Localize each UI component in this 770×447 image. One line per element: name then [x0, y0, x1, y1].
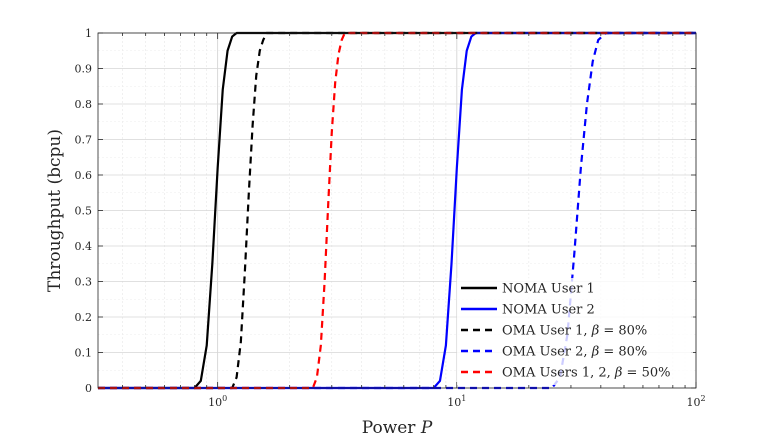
y-tick-label: 0 — [85, 382, 92, 395]
legend-label-5: OMA Users 1, 2, β = 50% — [502, 366, 670, 381]
x-axis-label-main: Power — [362, 418, 421, 438]
series-line-5 — [98, 31, 696, 390]
y-tick-label: 0.1 — [75, 347, 93, 360]
y-tick-label: 0.2 — [75, 311, 93, 324]
legend-label-4: OMA User 2, β = 80% — [502, 345, 647, 360]
x-tick-label: 100 — [208, 394, 227, 409]
y-axis-label: Throughput (bcpu) — [45, 129, 65, 292]
x-tick-label: 101 — [447, 394, 466, 409]
y-tick-label: 0.8 — [75, 98, 93, 111]
x-axis-label: Power P — [362, 418, 433, 438]
y-tick-label: 1 — [85, 27, 92, 40]
x-axis-label-var: P — [420, 418, 433, 438]
y-tick-label: 0.9 — [75, 63, 93, 76]
y-tick-label: 0.4 — [75, 240, 93, 253]
y-tick-label: 0.3 — [75, 276, 93, 289]
axis-ticks: 0 0.1 0.2 0.3 0.4 0.5 0.6 0.7 0.8 0.9 1 100 101 102 — [75, 27, 706, 409]
x-tick-label: 102 — [686, 394, 705, 409]
legend: NOMA User 1 NOMA User 2 OMA User 1, β = 80… — [457, 278, 693, 385]
legend-box — [457, 278, 693, 385]
y-tick-label: 0.7 — [75, 134, 93, 147]
y-tick-label: 0.6 — [75, 169, 93, 182]
legend-label-2: NOMA User 2 — [502, 303, 595, 318]
legend-label-3: OMA User 1, β = 80% — [502, 324, 647, 339]
legend-label-1: NOMA User 1 — [502, 282, 595, 297]
y-tick-label: 0.5 — [75, 205, 93, 218]
